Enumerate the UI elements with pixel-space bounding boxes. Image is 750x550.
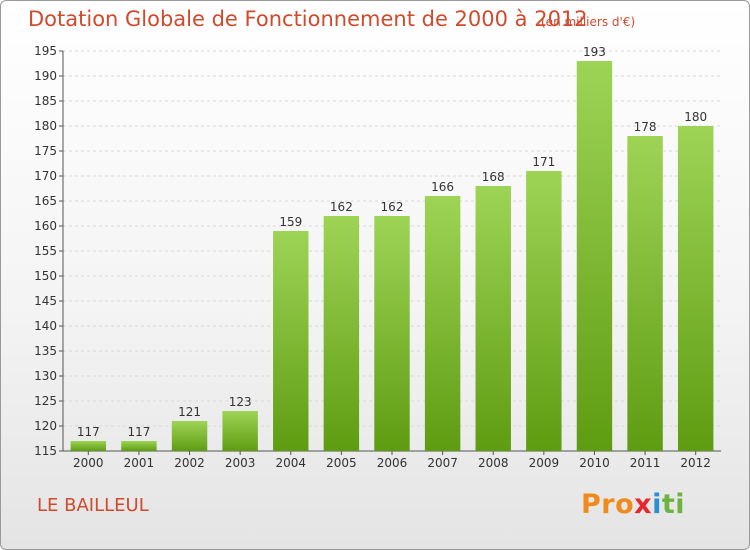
bar-2004 xyxy=(273,231,309,451)
y-tick-label: 120 xyxy=(34,419,57,433)
x-tick-label-2004: 2004 xyxy=(275,456,306,470)
x-tick-label-2008: 2008 xyxy=(478,456,509,470)
chart-title: Dotation Globale de Fonctionnement de 20… xyxy=(28,7,588,31)
value-label-2002: 121 xyxy=(178,405,201,419)
bars xyxy=(70,61,714,451)
bar-2002 xyxy=(171,421,208,451)
x-tick-label-2009: 2009 xyxy=(529,456,560,470)
value-label-2007: 166 xyxy=(431,180,454,194)
proxiti-logo: Proxiti xyxy=(581,489,686,520)
bar-2003 xyxy=(222,411,258,451)
y-tick-label: 185 xyxy=(34,94,57,108)
value-label-2006: 162 xyxy=(381,200,404,214)
chart-subtitle: (en milliers d'€) xyxy=(541,15,636,29)
bar-2007 xyxy=(424,196,461,451)
bar-2005 xyxy=(323,216,360,451)
x-tick-label-2010: 2010 xyxy=(579,456,610,470)
y-tick-label: 130 xyxy=(34,369,57,383)
y-tick-label: 125 xyxy=(34,394,57,408)
value-label-2012: 180 xyxy=(684,110,707,124)
bar-2009 xyxy=(526,171,562,451)
value-label-2003: 123 xyxy=(229,395,252,409)
x-tick-label-2000: 2000 xyxy=(73,456,104,470)
bar-2001 xyxy=(121,441,157,451)
bar-2011 xyxy=(627,136,663,451)
y-tick-label: 135 xyxy=(34,344,57,358)
x-tick-label-2006: 2006 xyxy=(377,456,408,470)
value-label-2011: 178 xyxy=(634,120,657,134)
y-tick-label: 180 xyxy=(34,119,57,133)
bar-2012 xyxy=(677,126,714,451)
x-tick-label-2002: 2002 xyxy=(174,456,205,470)
y-tick-label: 155 xyxy=(34,244,57,258)
y-tick-label: 195 xyxy=(34,44,57,58)
value-label-2008: 168 xyxy=(482,170,505,184)
bar-2006 xyxy=(374,216,410,451)
bar-2010 xyxy=(576,61,613,451)
value-label-2010: 193 xyxy=(583,45,606,59)
commune-name: LE BAILLEUL xyxy=(37,495,149,516)
bar-2008 xyxy=(475,186,511,451)
y-tick-label: 150 xyxy=(34,269,57,283)
value-label-2009: 171 xyxy=(532,155,555,169)
bar-2000 xyxy=(70,441,107,451)
labels: 115 120 125 130 135 140 145 150 155 160 165 170 175 1… xyxy=(34,44,711,470)
value-label-2000: 117 xyxy=(77,425,100,439)
x-tick-label-2011: 2011 xyxy=(630,456,661,470)
y-tick-label: 160 xyxy=(34,219,57,233)
y-tick-label: 175 xyxy=(34,144,57,158)
value-label-2001: 117 xyxy=(127,425,150,439)
y-tick-label: 190 xyxy=(34,69,57,83)
x-tick-label-2005: 2005 xyxy=(326,456,357,470)
x-tick-label-2003: 2003 xyxy=(225,456,256,470)
y-tick-label: 145 xyxy=(34,294,57,308)
x-tick-label-2001: 2001 xyxy=(124,456,155,470)
y-tick-label: 165 xyxy=(34,194,57,208)
y-tick-label: 170 xyxy=(34,169,57,183)
x-tick-label-2007: 2007 xyxy=(427,456,458,470)
y-tick-label: 140 xyxy=(34,319,57,333)
x-tick-label-2012: 2012 xyxy=(680,456,711,470)
value-label-2005: 162 xyxy=(330,200,353,214)
value-label-2004: 159 xyxy=(279,215,302,229)
y-tick-label: 115 xyxy=(34,444,57,458)
